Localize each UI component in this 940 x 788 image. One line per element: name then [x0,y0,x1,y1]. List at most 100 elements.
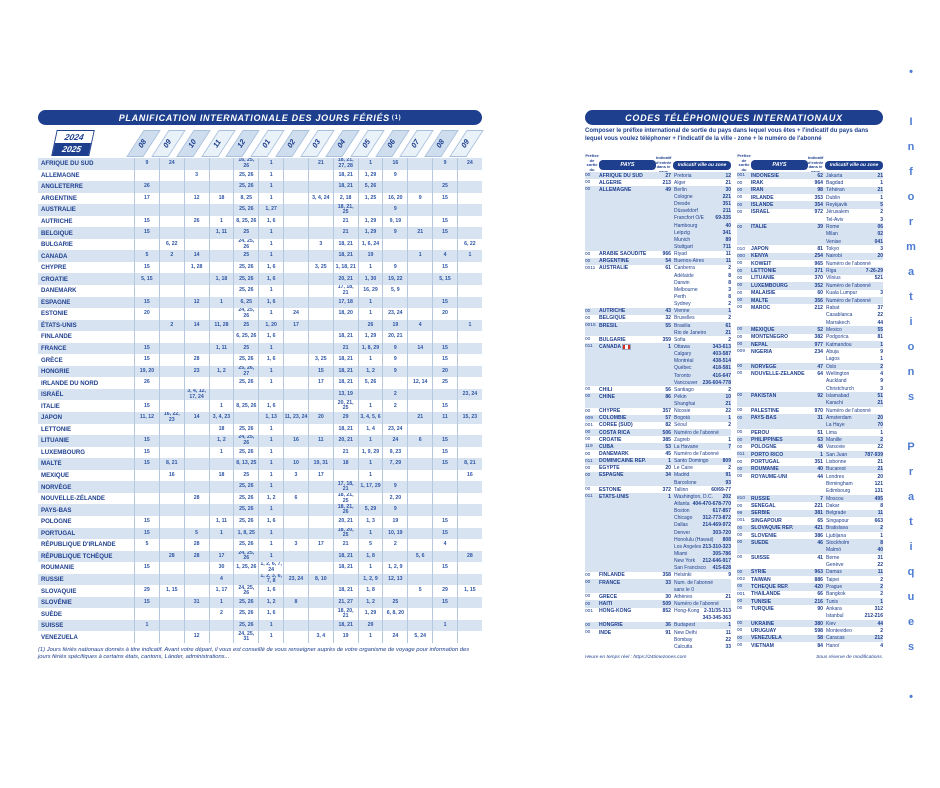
table-row: POLOGNE 15 1, 11 25, 26 1, 6 20, 21 1, 3 19 15 [38,515,482,528]
city-code: 21 [877,187,883,194]
phone-header-left: Préfixe de sortie du pays PAYS Indicatif… [585,153,731,177]
phone-entry: 00 SUÈDE 46 Stockholm 8 Malmö 40 [737,539,883,554]
holiday-dates-cell: 17, 18, 21 [332,481,358,493]
city-name: Milan [826,231,838,238]
holiday-dates-cell: 25 [432,377,457,389]
country-name: ARGENTINE [599,258,629,265]
table-row: NOUVELLE-ZÉLANDE 28 25, 26 1, 2 6 18, 21, 25 2… [38,492,482,505]
holiday-dates-cell: 10, 19 [382,527,407,540]
holiday-dates-cell: 16, 22, 23 [158,412,184,424]
phone-entry-line: 0015 BRÉSIL 55 Brasilia 61 [585,322,731,329]
phone-entry-line: 009 NIGÉRIA 234 Abuja 9 [737,348,883,355]
holiday-dates-cell [134,423,159,436]
table-row: AUTRICHE 15 26 1 8, 25, 26 1, 6 21 1, 29 9, 19 15 [38,215,482,228]
city-name: Bangkok [826,591,846,598]
holiday-dates-cell [456,400,482,413]
holiday-dates-cell: 6, 8, 20 [382,608,407,620]
holiday-dates-cell: 15 [134,596,159,609]
holiday-dates-cell: 5, 15 [432,273,457,286]
country-code: 49 [665,186,671,193]
city-code: 70 [877,422,883,429]
holiday-dates-cell: 7, 29 [382,458,407,470]
city-name: Numéro de l'abonné [826,282,871,289]
table-row: MEXIQUE 16 18 25 1 3 17 1 16 [38,469,482,482]
holiday-dates-cell: 1 [357,296,383,309]
informations-pratiques-tab: • Informations Pratiques • [905,66,917,716]
holiday-dates-cell: 15 [307,365,333,378]
holiday-dates-cell [233,573,258,586]
holiday-dates-cell [134,631,159,643]
phone-entry-line: 00 SYRIE 963 Damas 11 [737,569,883,576]
city-name: Santiago [674,386,694,393]
holiday-dates-cell: 1, 11 [208,342,234,355]
holiday-dates-cell [407,596,432,609]
holiday-dates-cell: 1 [258,169,283,182]
holiday-dates-cell: 12 [183,192,209,205]
holiday-dates-cell: 28 [183,354,209,366]
country-name: VIÊTNAM [751,642,774,649]
city-name: Numéro de l'abonné [826,407,871,414]
holiday-dates-cell: 15 [432,527,457,540]
holiday-dates-cell: 1, 2 [258,492,283,505]
holiday-dates-cell [332,469,358,482]
city-name: Birmingham [826,481,853,488]
phone-entry: 011 DOMINICAINE RÉP. 1 Santo Domingo 809 [585,457,731,465]
phone-entry-line: 119 CUBA 53 La Havane 7 [585,443,731,450]
holiday-dates-cell [307,250,333,262]
holiday-dates-cell [407,296,432,309]
holiday-dates-cell: 1 [208,446,234,459]
city-code: 2-31/35-313 [704,608,731,615]
holiday-dates-cell: 15 [432,515,457,528]
holiday-dates-cell [183,573,209,586]
city-name: Wellington [826,370,850,377]
holiday-dates-cell: 1, 2 [357,365,383,378]
holiday-dates-cell: 26 [183,215,209,228]
holiday-dates-cell [283,365,308,378]
country-code: 45 [665,451,671,458]
country-name: RÉPUBLIQUE TCHÈQUE [41,552,113,560]
phone-entry-line: 00 CHILI 56 Santiago 2 [585,386,731,393]
country-code: 509 [662,601,672,607]
holiday-dates-cell [208,492,234,505]
phone-entry-line: 00 POLOGNE 48 Varsovie 22 [737,444,883,451]
holiday-dates-cell: 1 [258,285,283,297]
phone-entry-line: Miami 305-786 [585,550,731,557]
holiday-dates-cell [456,492,482,505]
phone-entry-line: 00 CROATIE 385 Zagreb 1 [585,436,731,443]
city-code: 415-628 [712,565,731,572]
holiday-dates-cell [307,308,333,320]
holiday-dates-cell: 8, 25, 26 [233,215,258,228]
phone-entry-line: 00 ARABIE SAOUDITE 966 Riyad 11 [585,251,731,258]
holiday-dates-cell: 23 [183,365,209,378]
holiday-dates-cell: 1 [357,354,383,366]
holiday-dates-cell [158,215,184,228]
country-code: 61 [665,265,671,272]
city-code: 3 [880,216,883,223]
country-code: 52 [817,326,823,333]
phone-title-bar: CODES TÉLÉPHONIQUES INTERNATIONAUX [585,110,883,125]
holiday-dates-cell: 8, 21 [456,458,482,470]
country-code: 92 [817,392,823,399]
city-name: Buenos-Aires [674,258,705,265]
city-name: Tel-Aviv [826,216,844,223]
country-name: RÉPUBLIQUE D'IRLANDE [41,541,116,549]
holiday-dates-cell: 28 [183,492,209,505]
city-name: Miami [674,551,688,558]
holiday-dates-cell: 5 [134,539,159,551]
holiday-dates-cell: 1, 20 [258,319,283,332]
header-city-code: Indicatif ville ou zone [673,161,731,170]
city-code: 21 [877,466,883,473]
holiday-dates-cell [407,365,432,378]
city-code: 55 [877,326,883,333]
table-row: DANEMARK 25, 26 1 17, 18, 21 16, 29 5, 9 [38,285,482,297]
holiday-dates-cell: 1 [258,619,283,632]
city-code: 06 [877,224,883,231]
holiday-dates-cell [307,388,333,401]
holiday-dates-cell: 15 [134,261,159,274]
city-code: 10 [725,393,731,400]
holiday-dates-cell: 1 [208,400,234,413]
city-code: 7 [728,443,731,450]
holiday-dates-cell [307,619,333,632]
holiday-dates-cell [158,515,184,528]
holiday-dates-cell: 9, 19 [382,215,407,228]
